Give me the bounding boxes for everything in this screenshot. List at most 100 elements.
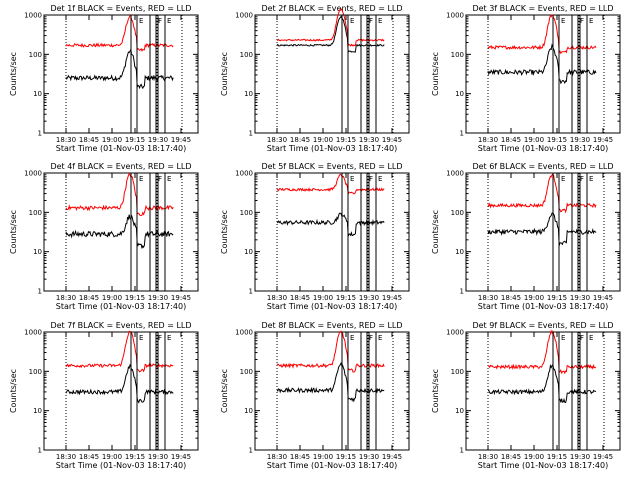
interval-box	[157, 331, 166, 451]
interval-label: E	[139, 334, 143, 342]
y-axis-label: Counts/sec	[431, 369, 440, 413]
interval-box	[552, 331, 560, 451]
panel-det-5: Det 5f BLACK = Events, RED = LLD 1 10 100 10…	[220, 162, 410, 311]
x-tick-label: 19:15	[125, 136, 145, 144]
interval-box	[149, 172, 157, 292]
y-tick-label: 1000	[235, 170, 253, 178]
panel-det-9: Det 9f BLACK = Events, RED = LLD 1 10 100 10…	[431, 321, 621, 470]
panel-title: Det 5f BLACK = Events, RED = LLD	[261, 162, 402, 171]
plot-frame	[465, 14, 621, 134]
x-tick-label: 18:30	[478, 453, 498, 461]
y-tick-label: 100	[451, 209, 464, 217]
panel-title: Det 3f BLACK = Events, RED = LLD	[472, 4, 613, 13]
y-tick-label: 1	[249, 130, 253, 138]
y-tick-label: 10	[455, 407, 464, 415]
y-tick-label: 10	[33, 248, 42, 256]
x-tick-label: 18:30	[267, 453, 287, 461]
x-tick-label: 19:15	[336, 294, 356, 302]
interval-box	[360, 172, 368, 292]
y-tick-label: 1000	[24, 12, 42, 20]
x-tick-label: 19:15	[125, 294, 145, 302]
panel-det-8: Det 8f BLACK = Events, RED = LLD 1 10 100 10…	[220, 321, 410, 470]
interval-box	[579, 172, 588, 292]
panel-title: Det 2f BLACK = Events, RED = LLD	[261, 4, 402, 13]
y-tick-label: 1000	[446, 12, 464, 20]
interval-label: F	[158, 17, 162, 25]
interval-box	[368, 172, 377, 292]
y-tick-label: 10	[455, 248, 464, 256]
x-tick-label: 19:45	[593, 294, 613, 302]
y-tick-label: 100	[29, 368, 42, 376]
x-tick-label: 19:45	[593, 453, 613, 461]
y-tick-label: 100	[451, 368, 464, 376]
y-axis-label: Counts/sec	[220, 210, 229, 254]
y-tick-label: 100	[29, 51, 42, 59]
interval-label: E	[561, 175, 565, 183]
interval-label: E	[589, 175, 593, 183]
interval-label: E	[589, 334, 593, 342]
plot-frame	[254, 14, 410, 134]
x-axis-label: Start Time (01-Nov-03 18:17:40)	[478, 302, 608, 311]
x-tick-label: 19:30	[570, 453, 590, 461]
interval-label: E	[378, 334, 382, 342]
interval-label: F	[158, 175, 162, 183]
y-axis-label: Counts/sec	[9, 52, 18, 96]
series-line	[65, 214, 174, 249]
x-tick-label: 19:15	[336, 136, 356, 144]
y-tick-label: 1000	[24, 329, 42, 337]
series-line	[276, 15, 385, 54]
interval-label: E	[350, 334, 354, 342]
x-tick-label: 19:00	[102, 294, 122, 302]
panel-title: Det 7f BLACK = Events, RED = LLD	[50, 321, 191, 330]
interval-label: E	[350, 17, 354, 25]
interval-box	[341, 172, 349, 292]
x-tick-label: 19:15	[336, 453, 356, 461]
panel-title: Det 4f BLACK = Events, RED = LLD	[50, 162, 191, 171]
interval-label: E	[378, 17, 382, 25]
x-axis-label: Start Time (01-Nov-03 18:17:40)	[267, 461, 397, 470]
y-axis-label: Counts/sec	[431, 210, 440, 254]
x-tick-label: 19:00	[524, 294, 544, 302]
y-axis-label: Counts/sec	[220, 369, 229, 413]
y-tick-label: 1000	[235, 12, 253, 20]
interval-box	[368, 331, 377, 451]
panel-title: Det 9f BLACK = Events, RED = LLD	[472, 321, 613, 330]
interval-label: E	[167, 175, 171, 183]
interval-label: E	[350, 175, 354, 183]
series-line	[276, 362, 385, 403]
x-axis-label: Start Time (01-Nov-03 18:17:40)	[478, 461, 608, 470]
y-tick-label: 10	[33, 90, 42, 98]
x-tick-label: 18:45	[501, 453, 521, 461]
x-tick-label: 19:00	[313, 294, 333, 302]
x-tick-label: 19:45	[593, 136, 613, 144]
y-tick-label: 1	[38, 447, 42, 455]
interval-box	[130, 331, 138, 451]
plot-frame	[254, 172, 410, 292]
x-tick-label: 19:45	[382, 136, 402, 144]
x-tick-label: 19:15	[547, 136, 567, 144]
y-tick-label: 100	[240, 51, 253, 59]
series-line	[276, 212, 385, 237]
interval-box	[157, 14, 166, 134]
x-tick-label: 19:30	[359, 136, 379, 144]
interval-box	[157, 172, 166, 292]
panel-det-2: Det 2f BLACK = Events, RED = LLD 1 10 100 10…	[220, 4, 410, 153]
x-tick-label: 19:30	[148, 453, 168, 461]
y-tick-label: 1	[460, 447, 464, 455]
y-axis-label: Counts/sec	[431, 52, 440, 96]
interval-label: F	[369, 334, 373, 342]
series-line	[276, 173, 385, 196]
interval-box	[130, 14, 138, 134]
x-tick-label: 18:30	[56, 294, 76, 302]
x-axis-label: Start Time (01-Nov-03 18:17:40)	[56, 302, 186, 311]
x-tick-label: 19:30	[148, 294, 168, 302]
series-line	[276, 7, 385, 47]
y-tick-label: 1	[249, 447, 253, 455]
x-tick-label: 19:30	[359, 294, 379, 302]
interval-label: E	[378, 175, 382, 183]
series-line	[65, 363, 174, 404]
x-tick-label: 19:30	[148, 136, 168, 144]
interval-box	[579, 14, 588, 134]
x-tick-label: 18:30	[267, 294, 287, 302]
x-tick-label: 18:30	[56, 453, 76, 461]
